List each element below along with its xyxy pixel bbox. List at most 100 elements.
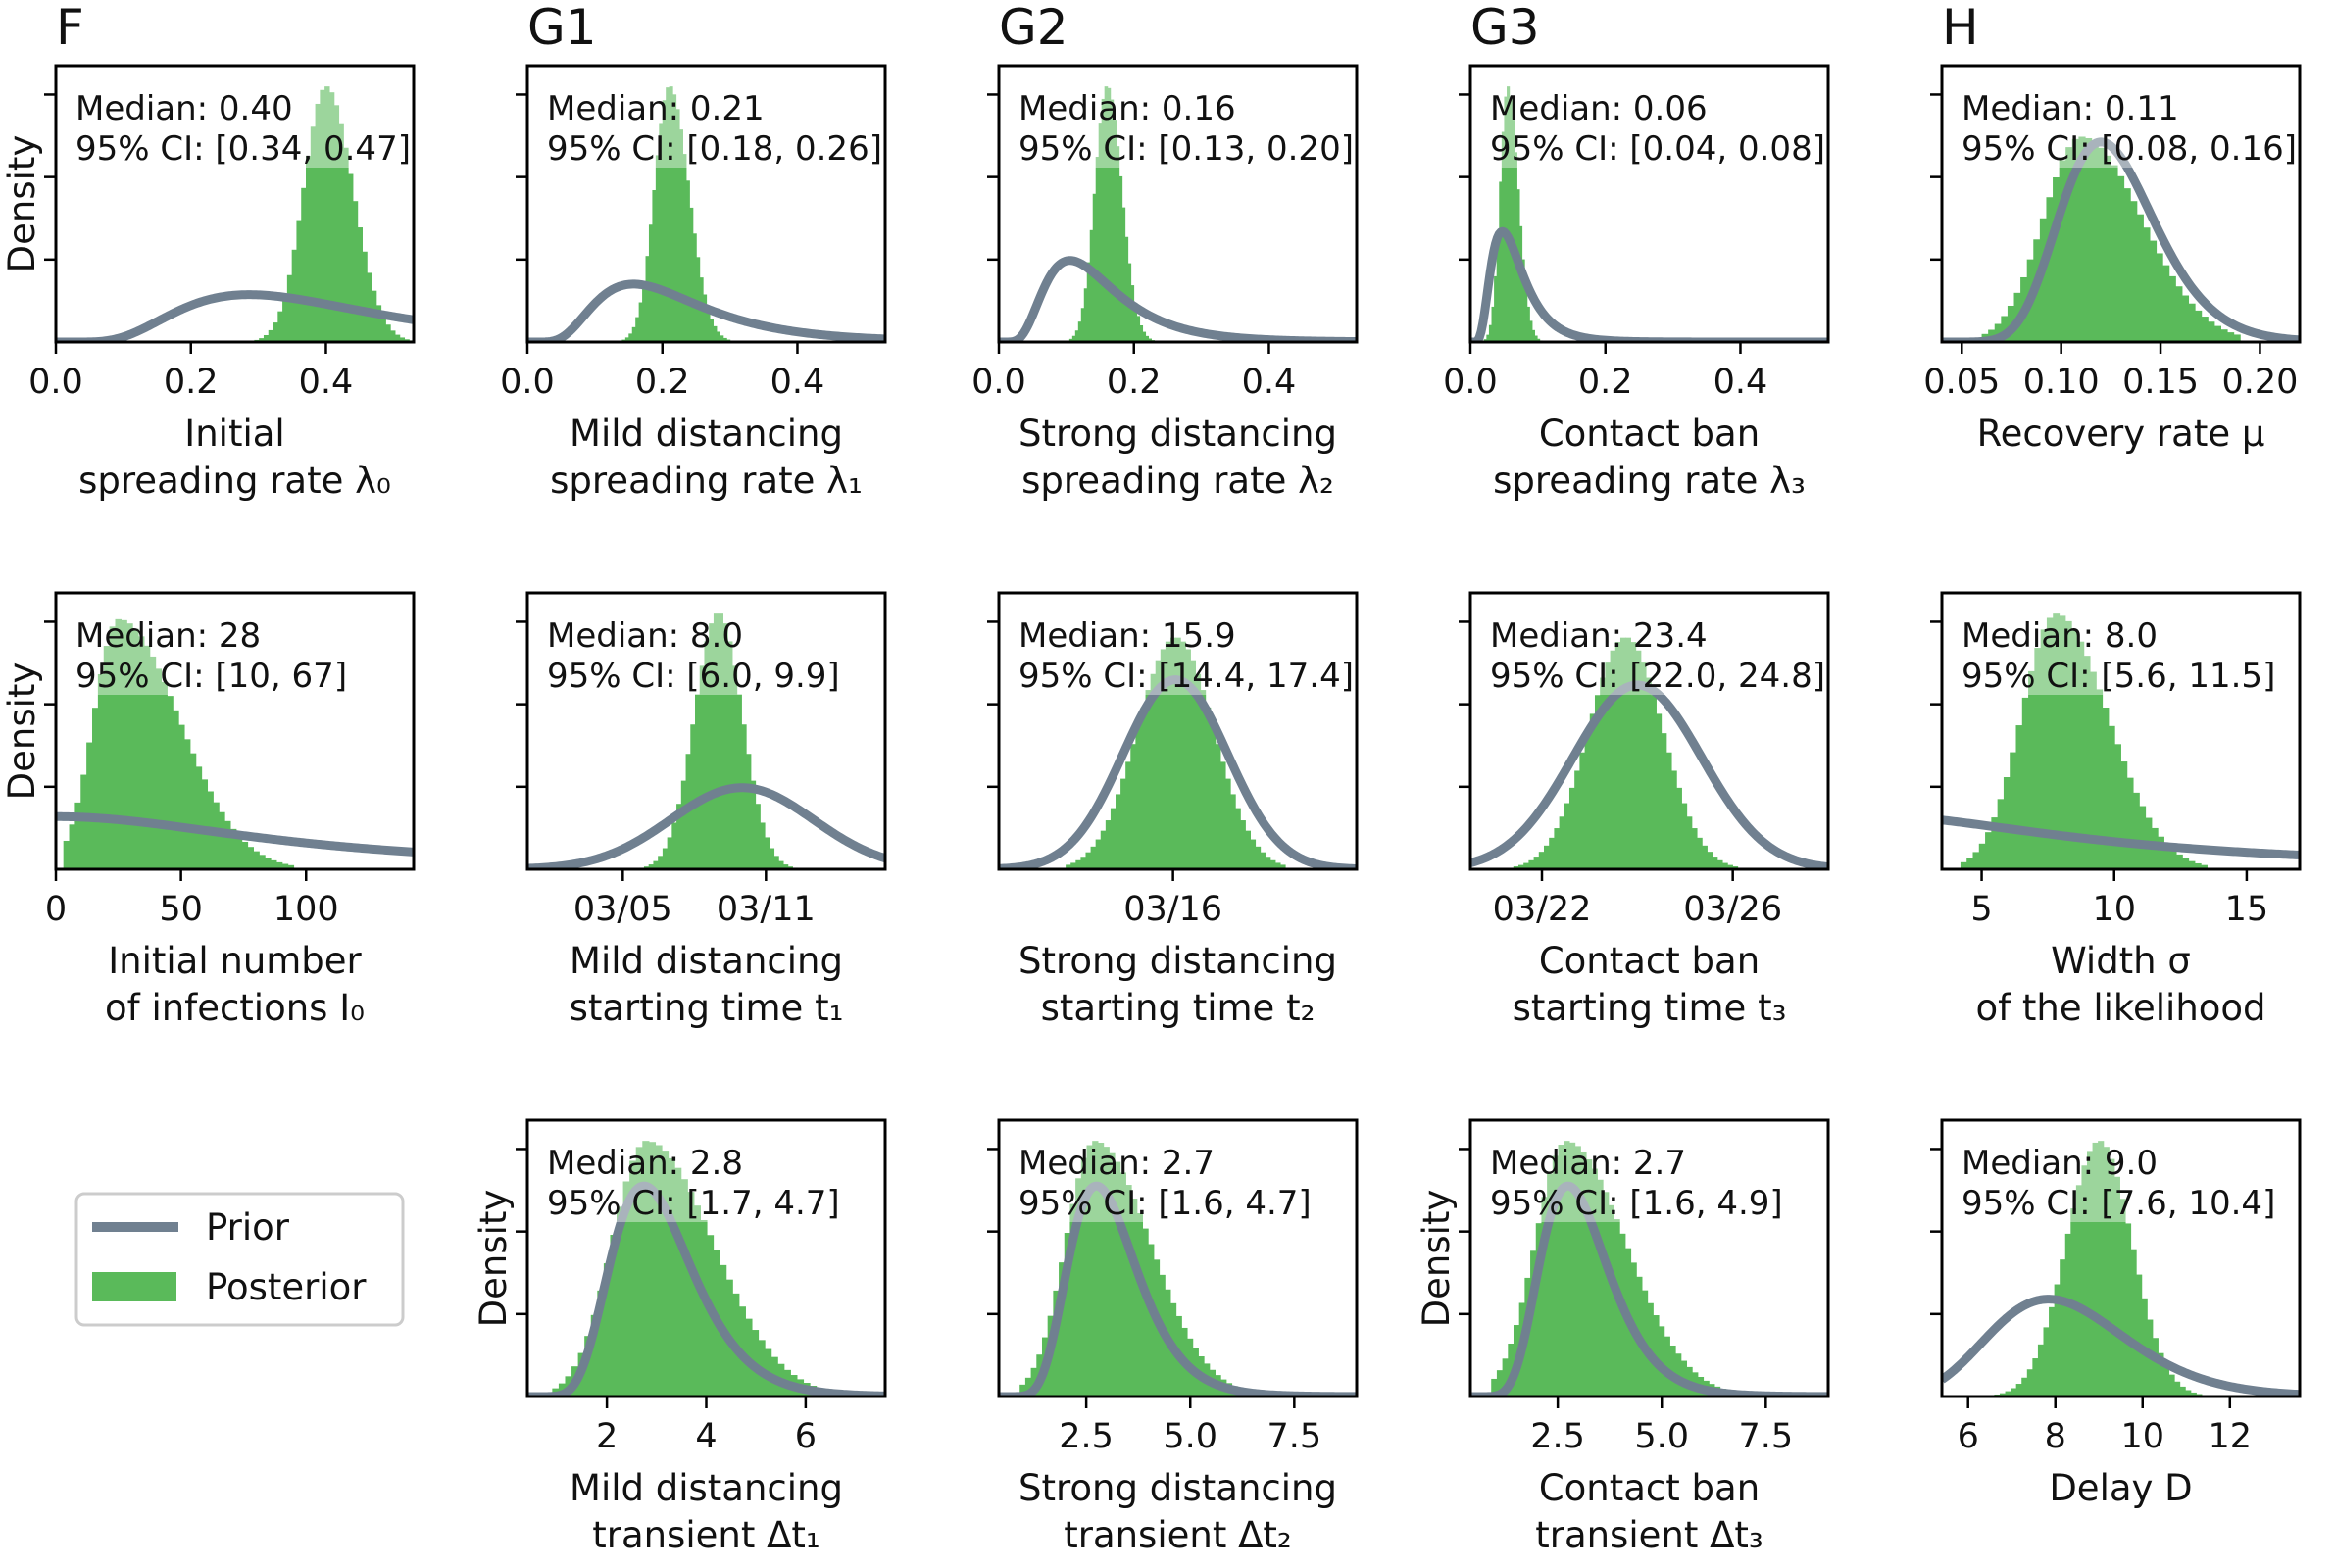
posterior-bar — [2201, 317, 2209, 342]
posterior-bar — [2111, 165, 2118, 342]
posterior-bar — [1066, 864, 1071, 869]
posterior-bar — [731, 665, 738, 869]
posterior-bar — [281, 863, 289, 869]
posterior-bar — [675, 109, 680, 342]
posterior-bar — [2104, 155, 2111, 342]
posterior-bar — [263, 334, 270, 342]
posterior-bar — [2046, 617, 2054, 869]
posterior-bar — [1165, 641, 1171, 869]
posterior-bar — [1997, 799, 2005, 869]
plot-area — [999, 86, 1357, 342]
posterior-bar — [666, 87, 670, 342]
x-tick-label: 0.4 — [1242, 363, 1297, 402]
posterior-bar — [1499, 181, 1503, 342]
posterior-bar — [1075, 1178, 1082, 1396]
x-tick-label: 2 — [596, 1417, 618, 1456]
posterior-bar — [2075, 1185, 2083, 1396]
prior-curve — [1942, 815, 2300, 859]
posterior-bar — [1594, 695, 1601, 869]
posterior-bar — [1080, 1157, 1088, 1396]
posterior-bar — [1185, 649, 1191, 869]
posterior-bar — [362, 251, 368, 342]
panel-letter: G3 — [1470, 0, 1540, 56]
posterior-bar — [1608, 1204, 1615, 1396]
posterior-bar — [1200, 690, 1207, 869]
posterior-bar — [1205, 707, 1212, 869]
posterior-bar — [704, 641, 710, 869]
posterior-bar — [348, 173, 354, 342]
posterior-bar — [1508, 1344, 1515, 1396]
x-tick-label: 100 — [273, 890, 339, 929]
posterior-bar — [1142, 1228, 1149, 1396]
plot-area — [1470, 1141, 1828, 1396]
posterior-bar — [1169, 637, 1176, 869]
posterior-bar — [1121, 207, 1126, 342]
prior-curve — [527, 783, 885, 869]
posterior-bar — [662, 848, 669, 869]
ci-text: 95% CI: [1.6, 4.7] — [1018, 1184, 1312, 1223]
posterior-bar — [1160, 649, 1167, 869]
axes-frame — [1468, 64, 1830, 344]
posterior-bar — [2163, 844, 2171, 869]
posterior-bar — [1491, 1378, 1498, 1396]
posterior-bar — [678, 129, 683, 342]
posterior-bar — [648, 1142, 657, 1396]
posterior-bar — [709, 623, 715, 869]
posterior-bar — [1564, 1141, 1570, 1396]
stats-box — [1488, 87, 1822, 168]
posterior-bar — [259, 855, 266, 869]
posterior-bar — [2174, 1381, 2181, 1396]
posterior-bar — [1619, 637, 1626, 869]
posterior-bar — [713, 613, 720, 869]
posterior-bar — [2028, 670, 2035, 869]
x-axis-label: of the likelihood — [1975, 987, 2265, 1029]
posterior-bar — [1075, 859, 1081, 869]
posterior-bar — [2119, 1199, 2126, 1396]
posterior-bar — [1600, 677, 1606, 869]
posterior-bar — [2168, 275, 2176, 342]
axes-frame — [997, 64, 1359, 344]
posterior-bar — [652, 189, 657, 342]
plot-area — [527, 1141, 885, 1396]
stats-box — [1960, 614, 2294, 695]
posterior-bar — [343, 147, 349, 342]
posterior-bar — [183, 739, 191, 869]
posterior-bar — [2114, 744, 2121, 869]
posterior-bar — [2226, 332, 2235, 342]
x-axis-label: starting time t₃ — [1513, 987, 1787, 1029]
posterior-bar — [1255, 846, 1262, 869]
plot-area — [56, 86, 414, 342]
posterior-bar — [390, 330, 396, 342]
posterior-bar — [682, 154, 687, 342]
posterior-bar — [1665, 752, 1672, 869]
posterior-bar — [2054, 1284, 2061, 1396]
posterior-bar — [669, 86, 673, 342]
x-tick-label: 0.4 — [1713, 363, 1768, 402]
posterior-bar — [149, 656, 157, 869]
posterior-bar — [2049, 1306, 2056, 1396]
posterior-bar — [1100, 830, 1107, 869]
posterior-bar — [2098, 147, 2106, 342]
x-tick-label: 0.20 — [2221, 363, 2298, 402]
legend: Prior Posterior — [74, 1192, 405, 1327]
posterior-bar — [92, 708, 99, 869]
posterior-bar — [394, 334, 401, 342]
posterior-bar — [1554, 828, 1561, 869]
posterior-bar — [631, 326, 636, 342]
posterior-bar — [2130, 1249, 2137, 1396]
posterior-bar — [1245, 830, 1251, 869]
posterior-bar — [1610, 650, 1616, 869]
posterior-bar — [1074, 330, 1079, 342]
posterior-bar — [1651, 695, 1657, 869]
x-tick-label: 7.5 — [1739, 1417, 1794, 1456]
x-tick-label: 0.4 — [299, 363, 354, 402]
posterior-bar — [399, 337, 406, 342]
posterior-bar — [1080, 308, 1085, 342]
x-tick-label: 03/16 — [1123, 890, 1222, 929]
x-tick-label: 5.0 — [1163, 1417, 1217, 1456]
x-tick-label: 0.0 — [971, 363, 1026, 402]
ci-text: 95% CI: [0.18, 0.26] — [547, 129, 882, 169]
stats-box — [1960, 87, 2294, 168]
